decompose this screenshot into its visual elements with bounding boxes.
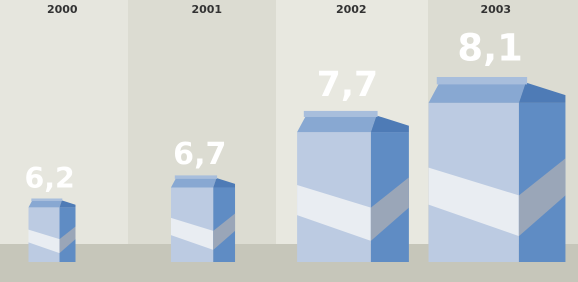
value-label: 8,1: [457, 27, 522, 70]
carton-fold: [437, 77, 527, 84]
value-label: 6,7: [173, 137, 226, 172]
chart: 2000 6,2 2001 6,7 2002 7,7 2003 8,1: [0, 0, 578, 282]
carton-roof: [29, 200, 62, 207]
carton: [429, 77, 566, 262]
value-label: 6,2: [24, 162, 74, 195]
carton-fold: [31, 198, 62, 201]
carton: [297, 111, 409, 262]
value-label: 7,7: [317, 65, 378, 105]
carton-fold: [304, 111, 378, 117]
carton-fold: [175, 175, 217, 178]
x-tick-label: 2002: [336, 3, 367, 16]
carton-roof: [297, 115, 376, 132]
x-tick-label: 2003: [480, 3, 511, 16]
carton-roof: [171, 178, 217, 188]
x-tick-label: 2000: [47, 3, 78, 16]
carton: [171, 175, 235, 262]
carton-roof: [429, 83, 526, 103]
carton: [29, 198, 76, 262]
x-tick-label: 2001: [191, 3, 222, 16]
